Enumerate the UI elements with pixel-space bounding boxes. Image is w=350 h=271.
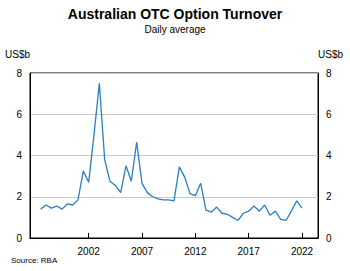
svg-text:2002: 2002	[78, 246, 101, 257]
svg-text:6: 6	[16, 109, 22, 120]
svg-text:2007: 2007	[131, 246, 154, 257]
svg-text:2022: 2022	[291, 246, 314, 257]
svg-text:0: 0	[326, 233, 332, 244]
svg-text:0: 0	[16, 233, 22, 244]
svg-text:8: 8	[16, 68, 22, 79]
svg-text:US$b: US$b	[5, 49, 30, 60]
svg-text:2012: 2012	[184, 246, 207, 257]
svg-text:Source: RBA: Source: RBA	[11, 256, 58, 265]
svg-text:2: 2	[16, 191, 22, 202]
svg-text:2: 2	[326, 191, 332, 202]
svg-text:US$b: US$b	[318, 49, 343, 60]
svg-text:4: 4	[16, 150, 22, 161]
svg-text:Australian OTC Option Turnover: Australian OTC Option Turnover	[68, 6, 283, 22]
svg-text:4: 4	[326, 150, 332, 161]
svg-text:2017: 2017	[238, 246, 261, 257]
svg-text:6: 6	[326, 109, 332, 120]
svg-text:Daily average: Daily average	[144, 24, 206, 35]
svg-text:8: 8	[326, 68, 332, 79]
